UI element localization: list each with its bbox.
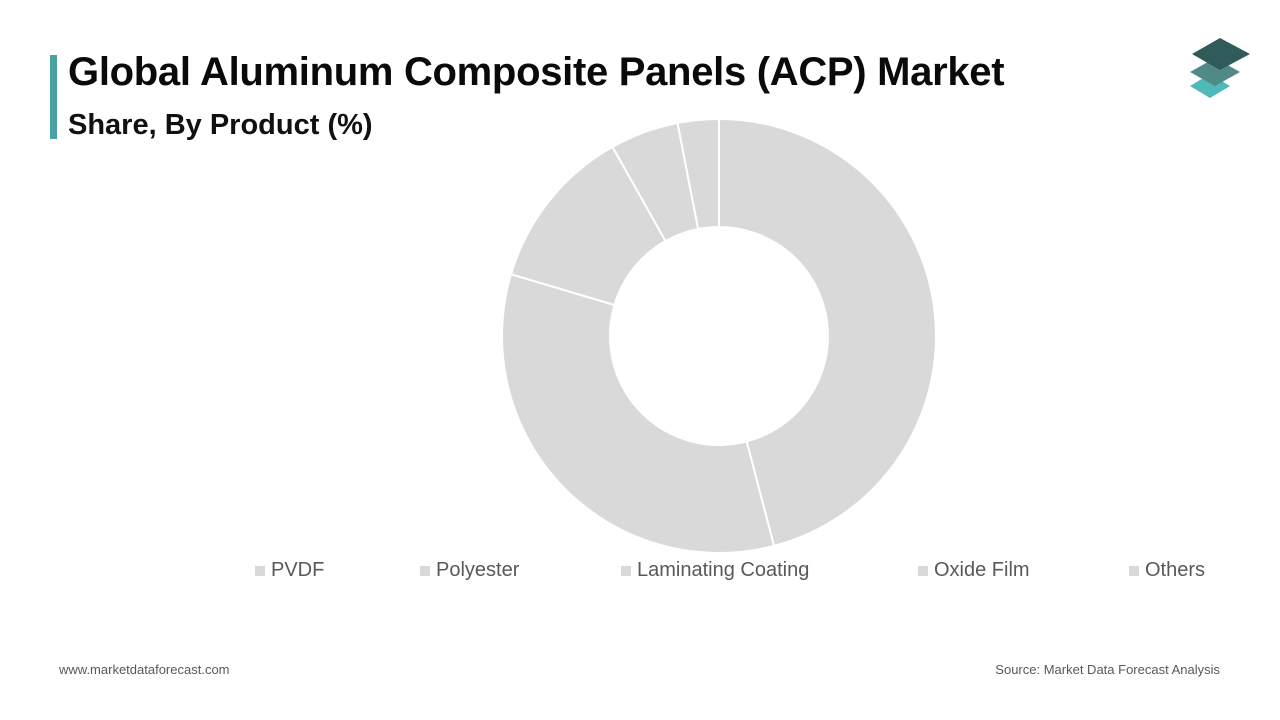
- legend-item-others[interactable]: Others: [1129, 559, 1205, 582]
- legend-label: Laminating Coating: [637, 559, 810, 581]
- logo-layer-top: [1192, 38, 1250, 70]
- legend-label: PVDF: [271, 559, 325, 581]
- footer-website[interactable]: www.marketdataforecast.com: [59, 662, 230, 677]
- legend-swatch: [621, 565, 631, 576]
- slice-pvdf[interactable]: [718, 117, 937, 548]
- page-title: Global Aluminum Composite Panels (ACP) M…: [68, 50, 1005, 94]
- legend-item-pvdf[interactable]: PVDF: [255, 559, 324, 582]
- chart-subtitle: Share, By Product (%): [68, 109, 373, 141]
- legend-swatch: [420, 565, 430, 576]
- footer-source: Source: Market Data Forecast Analysis: [995, 662, 1220, 677]
- slice-polyester[interactable]: [501, 273, 776, 554]
- legend-swatch: [1129, 565, 1139, 576]
- legend-label: Oxide Film: [934, 559, 1030, 581]
- legend-swatch: [255, 565, 265, 576]
- stacked-layers-icon: [1190, 38, 1250, 98]
- legend-item-polyester[interactable]: Polyester: [420, 559, 519, 582]
- legend-item-oxide-film[interactable]: Oxide Film: [918, 559, 1030, 582]
- legend-item-laminating-coating[interactable]: Laminating Coating: [621, 559, 809, 582]
- legend-label: Others: [1145, 559, 1206, 581]
- slice-others[interactable]: [676, 117, 720, 231]
- chart-legend: PVDF Polyester Laminating Coating Oxide Fil…: [0, 559, 1280, 585]
- legend-swatch: [918, 565, 928, 576]
- legend-label: Polyester: [436, 559, 520, 581]
- title-accent-bar: [50, 55, 57, 139]
